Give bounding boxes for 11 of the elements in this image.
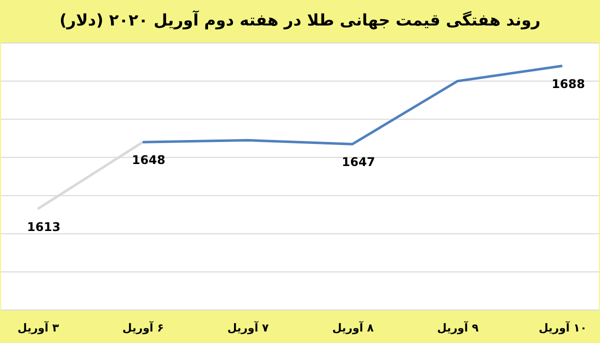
data-label: 1648 <box>132 153 166 168</box>
x-tick-label: ۱۰ آوریل <box>538 320 587 334</box>
data-label: 1688 <box>552 76 585 91</box>
data-label: 1647 <box>342 155 376 170</box>
x-tick-label: ۹ آوریل <box>437 320 479 334</box>
x-tick-label: ۸ آوریل <box>332 320 374 334</box>
chart-title: روند هفتگی قیمت جهانی طلا در هفته دوم آوریل ۲۰۲۰ (دلار) <box>59 10 541 30</box>
x-tick-label: ۳ آوریل <box>18 320 60 334</box>
x-tick-label: ۶ آوریل <box>122 320 164 334</box>
x-tick-label: ۷ آوریل <box>227 320 270 334</box>
data-label: 1613 <box>27 220 60 234</box>
